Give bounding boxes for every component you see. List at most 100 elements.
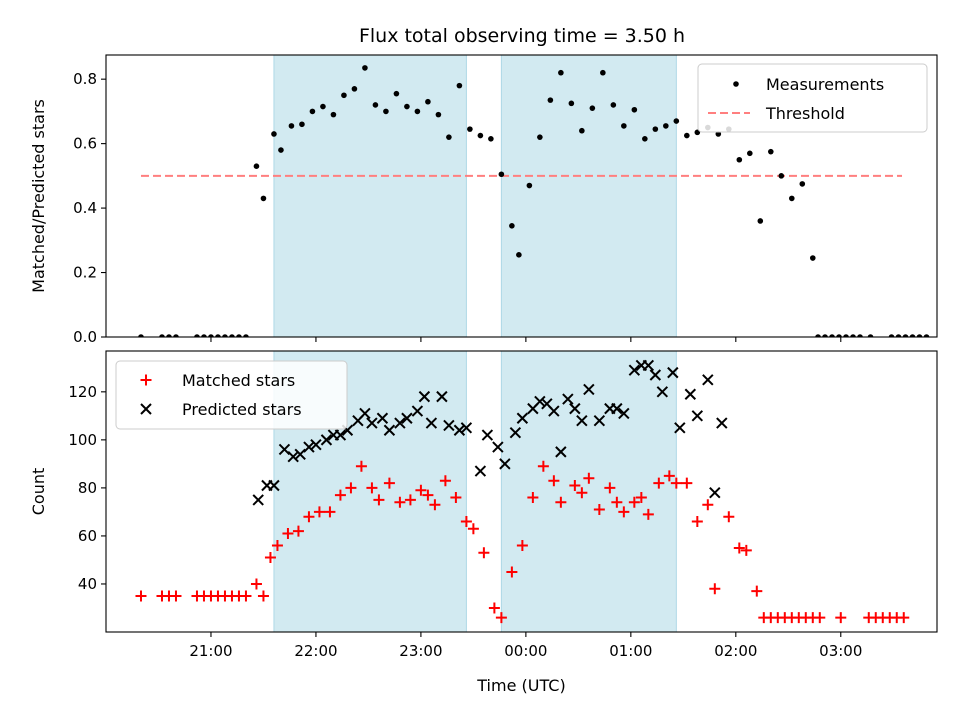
matched-star-point <box>555 496 567 508</box>
measurement-point <box>467 126 473 132</box>
matched-star-point <box>516 540 528 552</box>
matched-star-point <box>467 523 479 535</box>
x-tick-label: 23:00 <box>399 642 442 660</box>
predicted-star-point <box>492 441 504 453</box>
measurement-point <box>477 132 484 139</box>
matched-star-point <box>733 542 745 554</box>
matched-star-point <box>835 612 847 624</box>
measurement-point <box>414 108 421 115</box>
matched-star-point <box>751 585 763 597</box>
matched-star-point <box>345 482 357 494</box>
x-tick-label: 01:00 <box>609 642 652 660</box>
matched-star-point <box>478 547 490 559</box>
predicted-star-point <box>618 407 630 420</box>
predicted-star-point <box>583 383 595 396</box>
matched-star-point <box>635 492 647 504</box>
measurement-point <box>684 132 690 139</box>
matched-star-point <box>527 492 539 504</box>
predicted-star-point <box>443 419 455 432</box>
measurement-point <box>309 108 316 115</box>
measurement-point <box>341 92 347 99</box>
measurement-point <box>393 90 400 97</box>
y-tick-label: 60 <box>78 527 97 545</box>
measurement-point <box>673 118 680 124</box>
y-tick-label: 100 <box>68 431 97 449</box>
x-axis-label: Time (UTC) <box>476 676 565 695</box>
y-tick-label: 0.0 <box>73 328 97 346</box>
measurement-point <box>850 334 856 337</box>
predicted-star-point <box>642 359 655 372</box>
measurement-point <box>895 334 902 337</box>
matched-star-point <box>628 496 640 508</box>
legend-threshold-label: Threshold <box>765 104 845 123</box>
measurement-point <box>836 334 842 337</box>
measurement-point <box>788 195 795 202</box>
x-tick-label: 03:00 <box>819 642 862 660</box>
predicted-star-point <box>667 366 679 379</box>
matched-star-point <box>740 544 752 556</box>
predicted-star-point <box>394 417 406 429</box>
measurement-point <box>516 252 522 258</box>
measurement-point <box>166 334 172 337</box>
measurement-point <box>330 111 337 118</box>
matched-star-point <box>334 489 346 501</box>
predicted-star-point <box>320 434 333 446</box>
measurement-point <box>857 334 863 337</box>
predicted-star-point <box>684 388 697 400</box>
matched-star-point <box>170 590 182 602</box>
legend-matched-marker <box>140 374 152 386</box>
measurement-point <box>229 334 235 337</box>
matched-star-point <box>415 484 427 496</box>
predicted-star-point <box>278 443 291 456</box>
measurement-point <box>610 102 617 108</box>
measurement-point <box>843 334 849 337</box>
measurement-point <box>809 255 816 261</box>
y-tick-label: 0.8 <box>73 70 97 88</box>
predicted-star-point <box>401 412 413 424</box>
measurement-point <box>579 127 585 134</box>
shaded-interval-1 <box>500 350 677 633</box>
measurement-point <box>600 69 606 76</box>
legend-frame <box>115 360 348 430</box>
legend-measurement-marker <box>733 81 739 87</box>
predicted-star-point <box>555 446 567 458</box>
shaded-interval-0 <box>273 54 467 338</box>
measurement-point <box>425 98 431 105</box>
matched-star-point <box>257 590 269 602</box>
measurement-point <box>138 334 144 337</box>
matched-star-point <box>709 583 721 595</box>
predicted-star-point <box>418 390 431 403</box>
matched-star-point <box>681 477 693 489</box>
matched-star-point <box>663 470 675 482</box>
predicted-star-point <box>499 458 511 470</box>
predicted-star-point <box>509 426 522 439</box>
predicted-star-point <box>474 465 487 477</box>
matched-star-point <box>670 477 682 489</box>
predicted-star-point <box>709 486 721 499</box>
predicted-star-point <box>534 395 546 408</box>
measurement-point <box>208 334 214 337</box>
measurement-point <box>768 148 774 155</box>
measurement-point <box>351 86 358 92</box>
x-tick-label: 00:00 <box>504 642 547 660</box>
predicted-star-point <box>303 441 315 453</box>
predicted-star-point <box>702 374 714 386</box>
axes-frame <box>105 350 938 633</box>
matched-star-point <box>593 504 605 516</box>
measurement-point <box>621 123 627 129</box>
matched-star-point <box>702 499 714 511</box>
measurement-point <box>243 334 249 337</box>
x-tick-label: 22:00 <box>294 642 337 660</box>
matched-star-point <box>271 540 283 552</box>
y-axis-label: Count <box>29 468 48 516</box>
matched-star-point <box>135 590 147 602</box>
measurement-point <box>404 103 410 110</box>
matched-star-point <box>303 511 315 523</box>
axes-frame <box>105 54 938 338</box>
measurement-point <box>923 334 930 337</box>
measurement-point <box>867 334 874 337</box>
predicted-star-point <box>548 405 560 417</box>
plot-area <box>135 359 910 624</box>
measurement-point <box>631 106 638 113</box>
